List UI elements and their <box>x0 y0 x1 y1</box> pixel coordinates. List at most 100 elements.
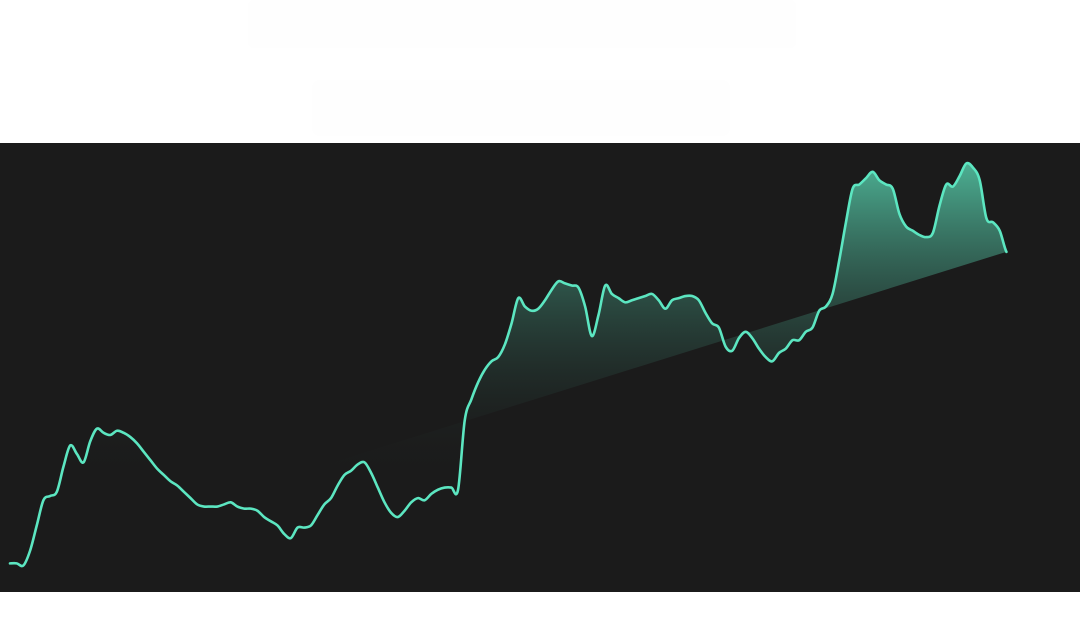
data-point <box>254 508 260 514</box>
data-point <box>201 504 207 510</box>
data-point <box>241 506 247 512</box>
data-point <box>830 291 836 297</box>
data-point <box>40 497 46 503</box>
data-point <box>930 230 936 236</box>
data-point <box>275 522 281 528</box>
data-point <box>549 287 555 293</box>
data-point <box>582 304 588 310</box>
data-point <box>883 181 889 187</box>
data-point <box>796 337 802 343</box>
data-point <box>114 428 120 434</box>
data-point <box>903 224 909 230</box>
data-point <box>729 348 735 354</box>
data-point <box>248 506 254 512</box>
data-point <box>428 491 434 497</box>
data-point <box>870 169 876 175</box>
data-point <box>776 350 782 356</box>
data-point <box>957 173 963 179</box>
data-point <box>489 358 495 364</box>
data-point <box>696 297 702 303</box>
data-point <box>970 165 976 171</box>
data-point <box>850 186 856 192</box>
data-point <box>355 461 361 467</box>
data-point <box>856 181 862 187</box>
data-point <box>54 489 60 495</box>
data-point <box>94 426 100 432</box>
data-point <box>723 344 729 350</box>
data-point <box>435 487 441 493</box>
data-point <box>923 234 929 240</box>
data-point <box>789 337 795 343</box>
data-point <box>522 304 528 310</box>
data-point <box>74 451 80 457</box>
data-point <box>836 257 842 263</box>
data-point <box>27 548 33 554</box>
data-point <box>14 560 20 566</box>
data-point <box>20 562 26 568</box>
data-point <box>34 522 40 528</box>
data-point <box>983 215 989 221</box>
data-point <box>168 478 174 484</box>
data-point <box>575 285 581 291</box>
data-point <box>315 512 321 518</box>
data-point <box>234 504 240 510</box>
data-point <box>749 335 755 341</box>
data-point <box>301 525 307 531</box>
data-point <box>442 485 448 491</box>
data-point <box>1010 253 1016 259</box>
data-point <box>495 354 501 360</box>
data-point <box>448 485 454 491</box>
data-point <box>662 306 668 312</box>
data-point <box>843 219 849 225</box>
data-point <box>756 346 762 352</box>
data-point <box>47 493 53 499</box>
data-point <box>622 299 628 305</box>
series-area-fill <box>10 163 1007 567</box>
data-point <box>910 228 916 234</box>
data-point <box>950 184 956 190</box>
data-point <box>402 508 408 514</box>
data-point <box>569 283 575 289</box>
data-point <box>214 504 220 510</box>
data-point <box>288 535 294 541</box>
data-point <box>107 432 113 438</box>
data-point <box>535 306 541 312</box>
data-point <box>743 329 749 335</box>
subheader-placeholder <box>312 80 730 136</box>
data-point <box>335 482 341 488</box>
data-point <box>703 310 709 316</box>
data-point <box>121 430 127 436</box>
data-point <box>208 504 214 510</box>
data-point <box>609 291 615 297</box>
data-point <box>341 472 347 478</box>
data-point <box>348 468 354 474</box>
data-point <box>221 501 227 507</box>
data-point <box>689 293 695 299</box>
data-point <box>502 341 508 347</box>
data-point <box>509 320 515 326</box>
data-point <box>596 312 602 318</box>
data-point <box>281 531 287 537</box>
data-point <box>736 335 742 341</box>
data-point <box>863 175 869 181</box>
data-point <box>415 495 421 501</box>
data-point <box>682 293 688 299</box>
data-point <box>328 495 334 501</box>
data-point <box>147 457 153 463</box>
data-point <box>87 438 93 444</box>
data-point <box>816 308 822 314</box>
data-point <box>963 160 969 166</box>
data-point <box>636 295 642 301</box>
data-point <box>529 308 535 314</box>
data-point <box>555 278 561 284</box>
data-point <box>542 297 548 303</box>
data-point <box>462 417 468 423</box>
data-point <box>194 501 200 507</box>
data-point <box>515 295 521 301</box>
data-point <box>990 219 996 225</box>
data-point <box>268 518 274 524</box>
data-point <box>943 181 949 187</box>
data-point <box>589 333 595 339</box>
data-point <box>763 354 769 360</box>
